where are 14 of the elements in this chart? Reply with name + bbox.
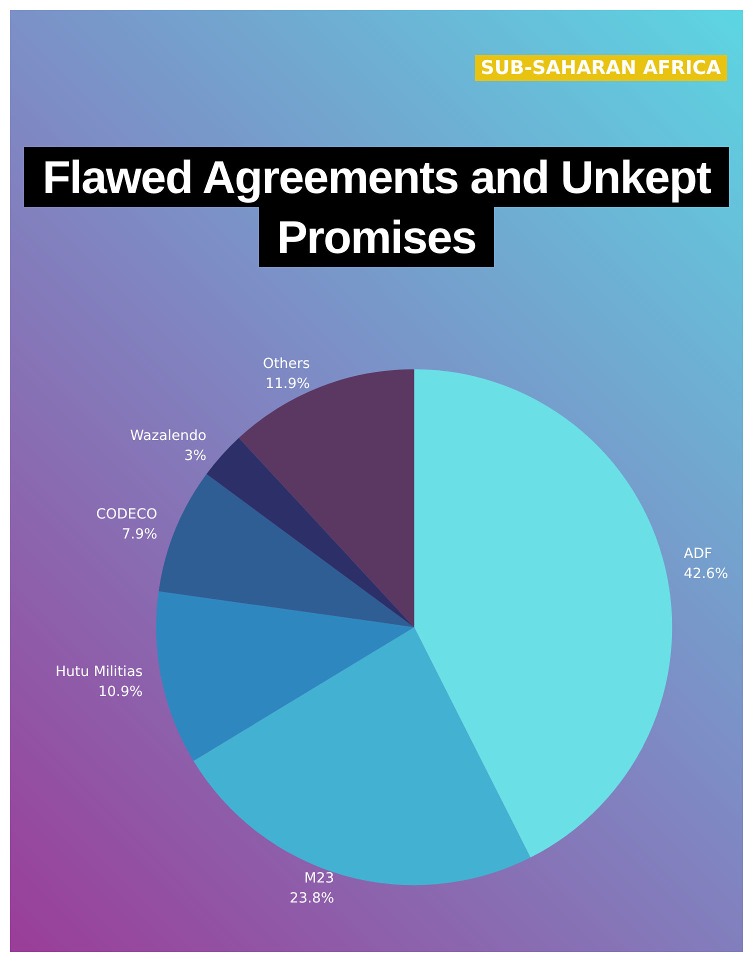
chart-title: Flawed Agreements and Unkept Promises bbox=[24, 147, 729, 267]
data-label: 10.9% bbox=[98, 684, 143, 700]
slice-label: Others bbox=[262, 356, 310, 372]
slice-label: M23 bbox=[304, 870, 334, 887]
data-label: 7.9% bbox=[122, 526, 158, 542]
slice-label: CODECO bbox=[96, 506, 158, 522]
data-label: 23.8% bbox=[290, 890, 334, 907]
slice-label: ADF bbox=[684, 546, 712, 562]
chart-subtitle: SUB-SAHARAN AFRICA bbox=[474, 55, 727, 81]
data-label: 11.9% bbox=[265, 376, 310, 392]
data-label: 42.6% bbox=[684, 566, 728, 582]
slice-label: Hutu Militias bbox=[55, 664, 143, 680]
slice-label: Wazalendo bbox=[130, 428, 206, 444]
data-label: 3% bbox=[184, 448, 206, 464]
